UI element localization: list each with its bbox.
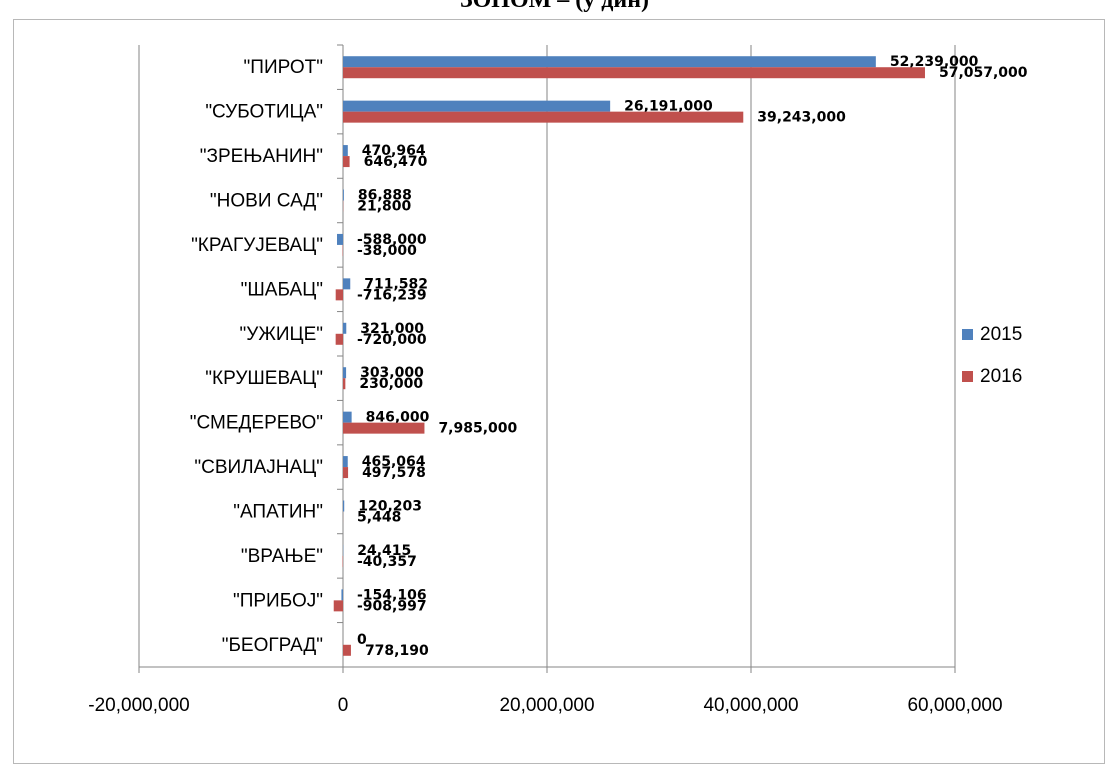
bar-2015	[343, 278, 350, 289]
category-label: "ПИРОТ"	[244, 57, 323, 78]
bar-2015	[341, 589, 343, 600]
data-label-2016: -908,997	[357, 598, 427, 614]
legend-swatch-2016	[962, 371, 973, 382]
bar-2015	[343, 367, 346, 378]
bar-2015	[343, 145, 348, 156]
bar-2016	[343, 645, 351, 656]
bar-2016	[343, 467, 348, 478]
category-label: "АПАТИН"	[233, 502, 323, 523]
category-label: "ЗРЕЊАНИН"	[200, 146, 323, 167]
data-label-2016: 5,448	[357, 510, 401, 526]
bar-2015	[343, 412, 352, 423]
bar-2015	[343, 56, 876, 67]
legend-swatch-2015	[962, 329, 973, 340]
data-label-2016: -40,357	[357, 554, 417, 570]
category-label: "СМЕДЕРЕВО"	[190, 413, 323, 434]
bar-2016	[343, 156, 350, 167]
bar-2015	[343, 323, 346, 334]
bar-2016	[334, 600, 343, 611]
x-tick-label: 40,000,000	[703, 695, 798, 716]
data-label-2016: -38,000	[357, 243, 417, 259]
bar-2015	[337, 234, 343, 245]
bar-2015	[343, 501, 344, 512]
category-label: "ВРАЊЕ"	[241, 546, 323, 567]
data-label-2016: 21,800	[357, 199, 411, 215]
bar-2016	[343, 423, 424, 434]
data-label-2016: 646,470	[364, 154, 428, 170]
category-label: "УЖИЦЕ"	[240, 324, 324, 345]
category-label: "КРУШЕВАЦ"	[205, 368, 323, 389]
bar-2015	[343, 101, 610, 112]
x-tick-label: 60,000,000	[907, 695, 1002, 716]
bar-2016	[336, 289, 343, 300]
x-tick-label: 0	[338, 695, 349, 716]
data-label-2016: 7,985,000	[438, 421, 517, 437]
bar-2016	[343, 112, 743, 123]
bar-2016	[336, 334, 343, 345]
data-label-2016: 778,190	[365, 643, 429, 659]
bar-2015	[343, 190, 344, 201]
bar-2016	[343, 378, 345, 389]
x-tick-label: 20,000,000	[499, 695, 594, 716]
bar-2016	[343, 67, 925, 78]
legend-label: 2015	[980, 324, 1022, 345]
category-label: "СУБОТИЦА"	[205, 102, 323, 123]
category-label: "НОВИ САД"	[210, 191, 323, 212]
data-label-2016: 39,243,000	[757, 110, 846, 126]
category-label: "КРАГУЈЕВАЦ"	[191, 235, 323, 256]
data-label-2016: 497,578	[362, 465, 426, 481]
category-label: "ПРИБОЈ"	[233, 590, 323, 611]
category-label: "ШАБАЦ"	[241, 279, 323, 300]
data-label-2016: 230,000	[359, 376, 423, 392]
data-label-2016: -716,239	[357, 287, 427, 303]
data-label-2016: -720,000	[357, 332, 427, 348]
bar-2015	[343, 456, 348, 467]
data-label-2016: 57,057,000	[939, 65, 1028, 81]
x-tick-label: -20,000,000	[88, 695, 189, 716]
category-label: "БЕОГРАД"	[222, 635, 323, 656]
legend-label: 2016	[980, 366, 1022, 387]
category-label: "СВИЛАЈНАЦ"	[194, 457, 323, 478]
